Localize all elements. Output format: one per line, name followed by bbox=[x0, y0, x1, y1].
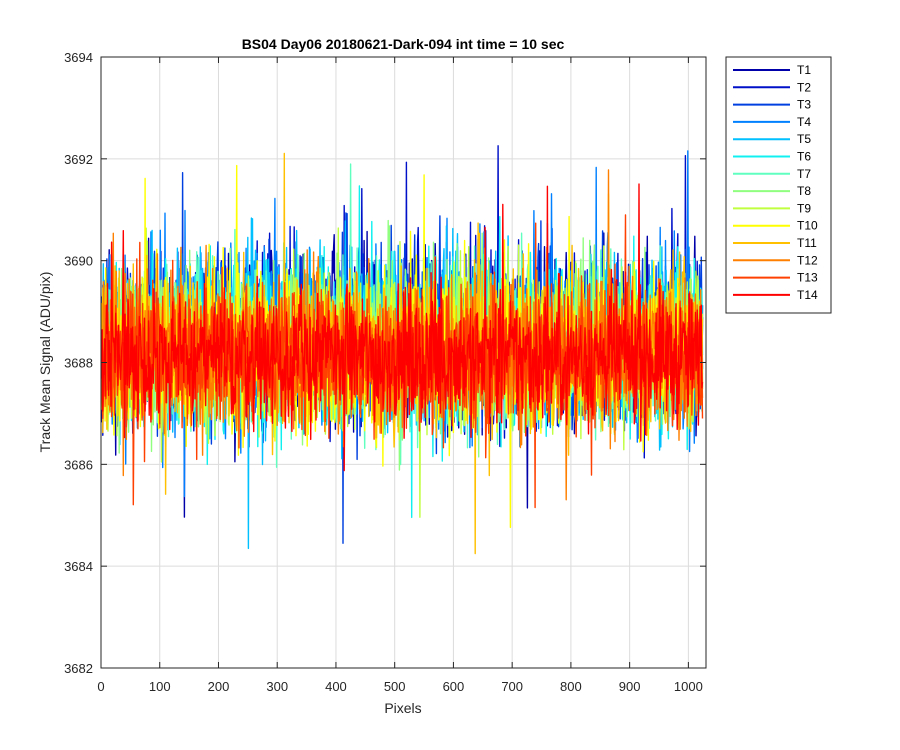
x-tick-label: 800 bbox=[560, 679, 582, 694]
x-tick-label: 900 bbox=[619, 679, 641, 694]
y-axis-label: Track Mean Signal (ADU/pix) bbox=[37, 272, 53, 453]
legend-label-t3: T3 bbox=[797, 98, 811, 112]
legend-label-t5: T5 bbox=[797, 132, 811, 146]
legend-box bbox=[725, 56, 832, 314]
y-tick-label: 3688 bbox=[64, 356, 93, 371]
y-tick-label: 3690 bbox=[64, 254, 93, 269]
y-tick-label: 3682 bbox=[64, 661, 93, 676]
x-tick-label: 300 bbox=[266, 679, 288, 694]
y-tick-label: 3684 bbox=[64, 559, 93, 574]
y-tick-label: 3686 bbox=[64, 457, 93, 472]
x-tick-label: 700 bbox=[501, 679, 523, 694]
legend-label-t8: T8 bbox=[797, 184, 811, 198]
legend-label-t4: T4 bbox=[797, 115, 811, 129]
legend-label-t10: T10 bbox=[797, 219, 818, 233]
x-tick-label: 0 bbox=[97, 679, 104, 694]
x-axis-label: Pixels bbox=[384, 700, 421, 716]
x-tick-label: 400 bbox=[325, 679, 347, 694]
legend-label-t1: T1 bbox=[797, 63, 811, 77]
legend-label-t14: T14 bbox=[797, 288, 818, 302]
x-tick-label: 100 bbox=[149, 679, 171, 694]
legend-label-t6: T6 bbox=[797, 150, 811, 164]
x-tick-label: 200 bbox=[208, 679, 230, 694]
chart-title: BS04 Day06 20180621-Dark-094 int time = … bbox=[242, 36, 565, 52]
legend-label-t2: T2 bbox=[797, 80, 811, 94]
x-tick-label: 500 bbox=[384, 679, 406, 694]
legend-label-t11: T11 bbox=[797, 236, 817, 250]
axis-ticks: 0 100 200 300 400 500 600 700 800 900 1000 3682 3684… bbox=[64, 50, 706, 694]
x-tick-label: 1000 bbox=[674, 679, 703, 694]
y-tick-label: 3694 bbox=[64, 50, 93, 65]
legend-label-t9: T9 bbox=[797, 201, 811, 215]
legend-label-t13: T13 bbox=[797, 271, 818, 285]
legend: T1 T2 T3 T4 T5 T6 T7 T8 T9 T10 T11 T12 T13 T14 bbox=[725, 56, 832, 314]
y-tick-label: 3692 bbox=[64, 152, 93, 167]
x-tick-label: 600 bbox=[443, 679, 465, 694]
legend-label-t7: T7 bbox=[797, 167, 811, 181]
series-line-t14 bbox=[100, 183, 704, 472]
legend-label-t12: T12 bbox=[797, 253, 818, 267]
series-lines bbox=[100, 145, 704, 555]
